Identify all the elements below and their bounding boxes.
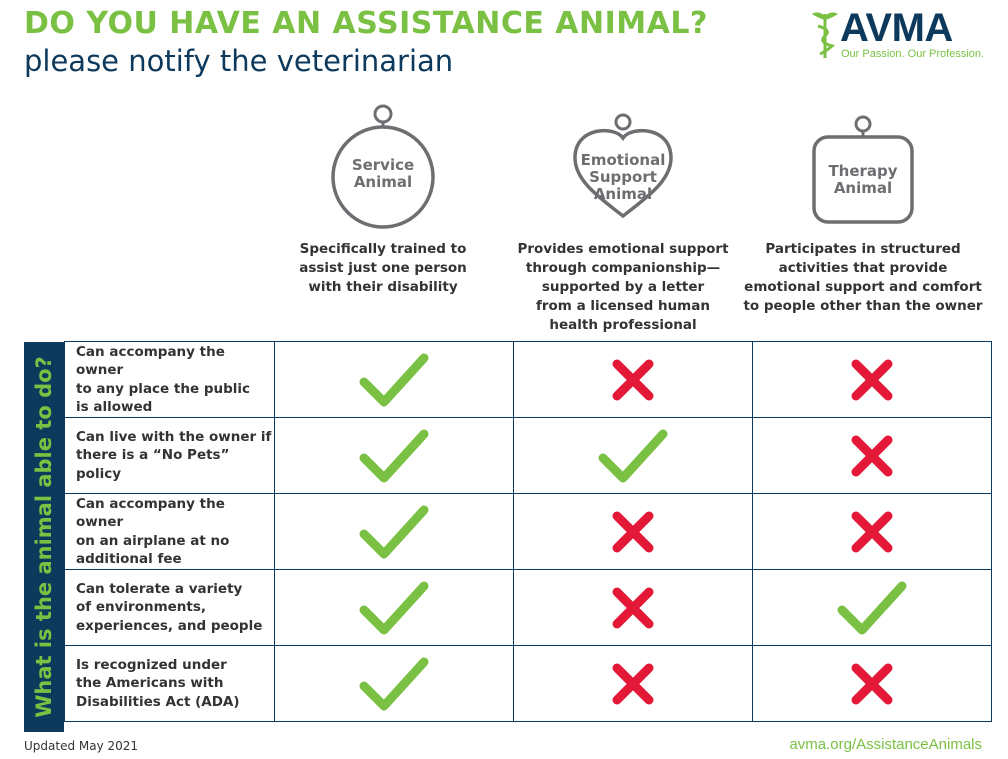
description-line: activities that provide [778,260,948,276]
cross-icon [612,359,654,400]
esa-label-line1: Emotional [580,151,666,169]
updated-date: Updated May 2021 [24,739,139,753]
description-line: supported by a letter [541,279,705,295]
therapy-animal-label-line2: Animal [833,179,893,197]
page-title: DO YOU HAVE AN ASSISTANCE ANIMAL? [24,6,708,41]
table-row: Can tolerate a variety of environments, … [64,569,992,646]
side-label-bar: What is the animal able to do? [24,342,64,732]
table-cell [274,417,514,494]
description-line: to people other than the owner [743,298,983,314]
row-label-line: to any place the public [76,380,251,397]
row-label-line: of environments, [76,599,207,616]
row-label-line: Can accompany the owner [76,495,225,531]
table-cell [513,341,753,418]
esa-label-line3: Animal [593,185,653,203]
description-line: Participates in structured [765,241,961,257]
service-animal-header: Service Animal [263,100,503,230]
table-cell [513,417,753,494]
description-line: health professional [549,317,697,333]
service-animal-label-line1: Service [351,156,415,174]
row-label-line: is allowed [76,399,153,415]
caduceus-icon [812,12,838,58]
row-label-line: additional fee [76,551,182,567]
cross-icon [851,511,893,552]
row-label-line: on an airplane at no [76,532,230,549]
table-cell [274,569,514,646]
cross-icon [612,663,654,704]
cross-icon [612,587,654,628]
esa-label-line2: Support [589,168,657,186]
therapy-animal-label-line1: Therapy [828,162,898,180]
table-row: Can live with the owner if there is a “N… [64,417,992,494]
table-cell [274,341,514,418]
cross-icon [851,435,893,476]
checkmark-icon [359,581,429,634]
description-line: Provides emotional support [517,241,729,257]
row-label-line: Can accompany the owner [76,343,225,379]
checkmark-icon [359,505,429,558]
row-label: Is recognized under the Americans with D… [64,645,275,722]
table-row: Can accompany the owner on an airplane a… [64,493,992,570]
therapy-animal-badge: Therapy Animal [803,100,923,230]
row-label: Can live with the owner if there is a “N… [64,417,275,494]
table-cell [752,645,992,722]
checkmark-icon [598,429,668,482]
description-line: emotional support and comfort [744,279,982,295]
avma-logo: AVMA Our Passion. Our Profession. [810,6,990,64]
checkmark-icon [359,353,429,406]
row-label-line: there is a “No Pets” policy [76,447,230,482]
row-label-line: Disabilities Act (ADA) [76,693,240,710]
description-line: Specifically trained to [299,241,467,257]
esa-header: Emotional Support Animal [503,100,743,230]
heart-tag-icon [573,113,673,219]
table-cell [513,645,753,722]
circle-tag-icon [331,104,435,229]
checkmark-icon [837,581,907,634]
description-line: assist just one person [299,260,467,276]
esa-description: Provides emotional support through compa… [503,240,743,335]
page-subtitle: please notify the veterinarian [24,44,454,78]
table-cell [513,569,753,646]
row-label: Can accompany the owner on an airplane a… [64,493,275,570]
service-animal-description: Specifically trained to assist just one … [263,240,503,297]
table-row: Is recognized under the Americans with D… [64,645,992,722]
esa-badge: Emotional Support Animal [563,100,683,230]
checkmark-icon [359,429,429,482]
row-label-line: the Americans with [76,675,224,692]
cross-icon [851,663,893,704]
comparison-table: Can accompany the owner to any place the… [64,341,992,722]
checkmark-icon [359,657,429,710]
service-animal-badge: Service Animal [323,100,443,230]
logo-text: AVMA [840,6,953,50]
table-cell [274,493,514,570]
therapy-animal-description: Participates in structured activities th… [743,240,983,316]
cross-icon [612,511,654,552]
row-label: Can tolerate a variety of environments, … [64,569,275,646]
service-animal-label-line2: Animal [353,173,413,191]
table-cell [752,493,992,570]
table-cell [752,417,992,494]
website-link[interactable]: avma.org/AssistanceAnimals [789,736,982,753]
table-cell [752,569,992,646]
row-label-line: experiences, and people [76,617,263,634]
description-line: from a licensed human [536,298,710,314]
cross-icon [851,359,893,400]
table-cell [513,493,753,570]
row-label-line: Can tolerate a variety [76,580,243,597]
side-label: What is the animal able to do? [32,356,56,718]
description-line: through companionship— [525,260,721,276]
description-line: with their disability [308,279,458,295]
row-label-line: Is recognized under [76,656,227,673]
table-cell [274,645,514,722]
row-label-line: Can live with the owner if [76,428,272,445]
row-label: Can accompany the owner to any place the… [64,341,275,418]
square-tag-icon [812,115,914,224]
table-cell [752,341,992,418]
logo-tagline: Our Passion. Our Profession. [841,48,985,60]
table-row: Can accompany the owner to any place the… [64,341,992,418]
therapy-animal-header: Therapy Animal [743,100,983,230]
